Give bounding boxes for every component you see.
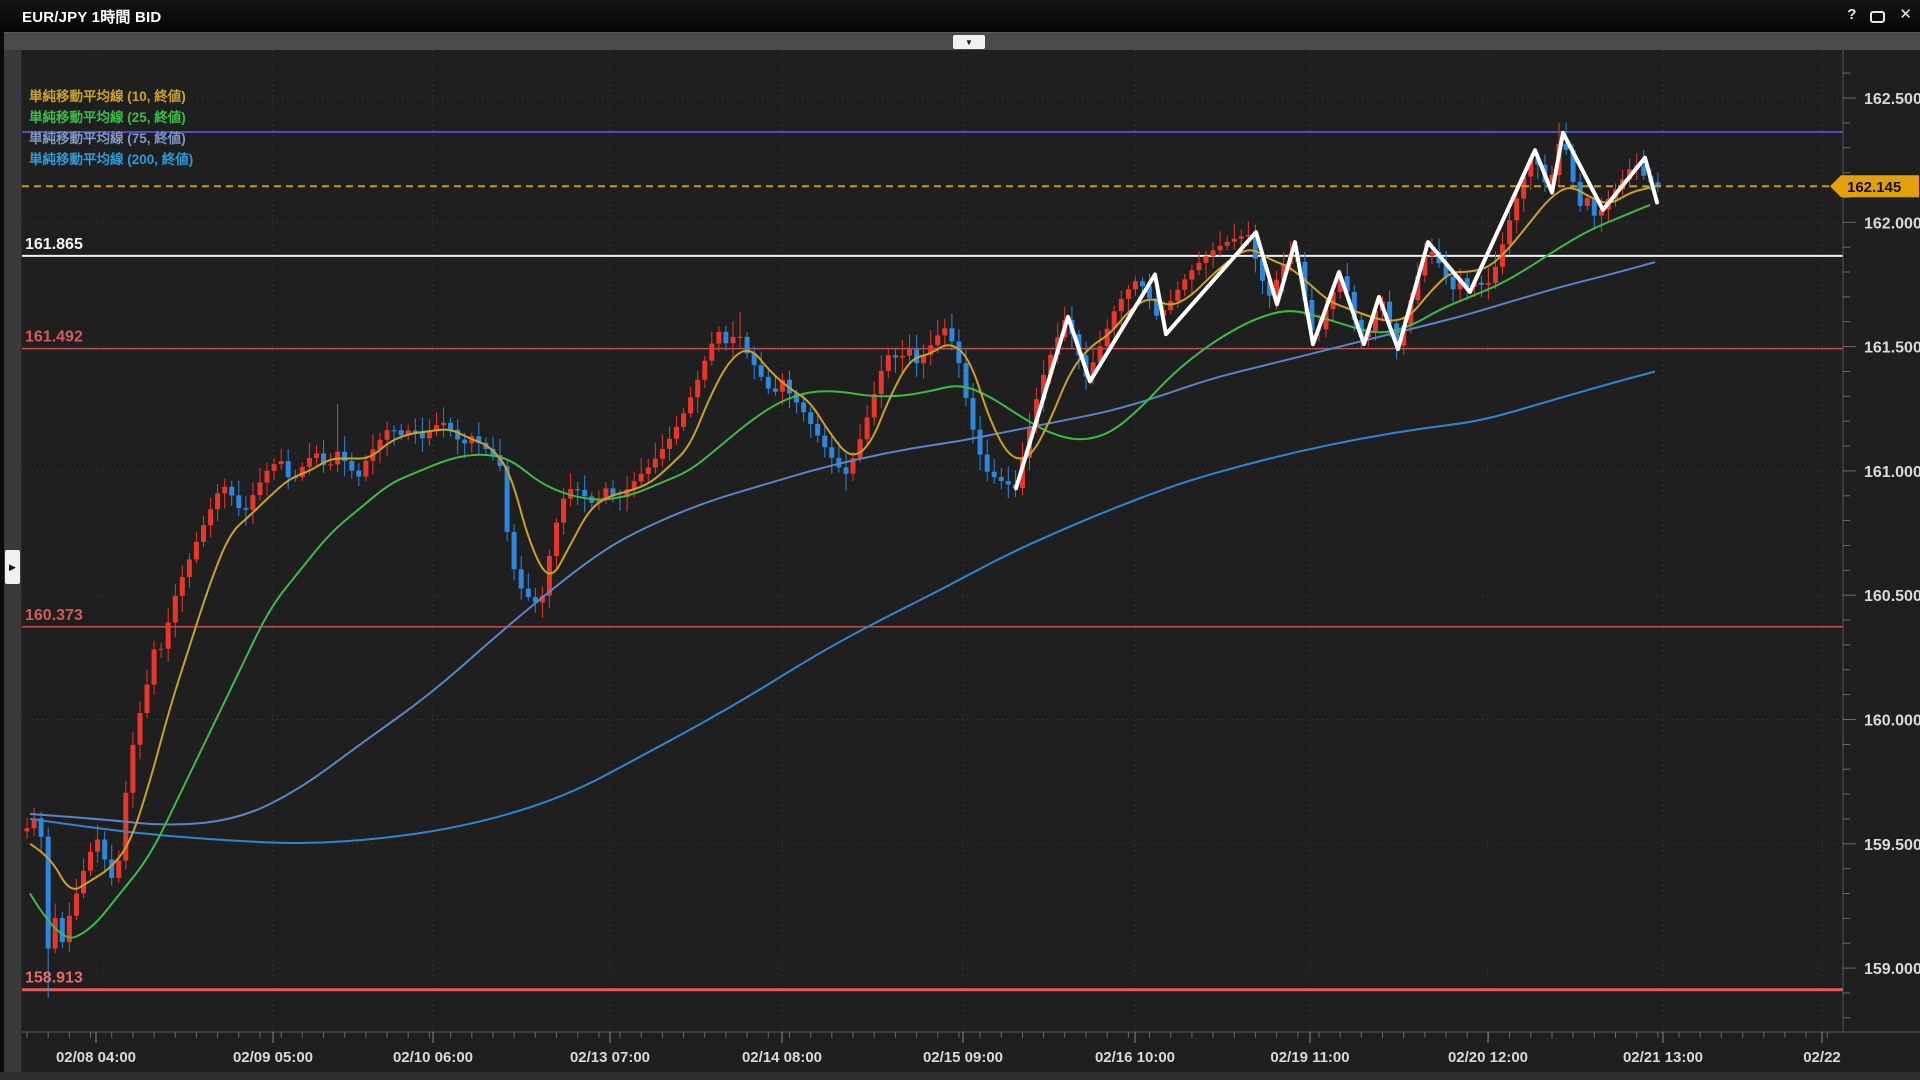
price-line-label: 160.373: [25, 607, 83, 624]
price-line-label: 161.865: [25, 236, 83, 253]
chevron-right-icon: ▶: [9, 561, 16, 572]
zigzag-annotation[interactable]: [1014, 130, 1659, 491]
maximize-icon[interactable]: [1870, 10, 1886, 23]
sma-75-line[interactable]: [29, 261, 1656, 826]
x-axis-label: 02/16 10:00: [1095, 1049, 1175, 1066]
chart-area[interactable]: 161.865 161.492 160.373 158.913 162.500 162.0…: [22, 47, 1920, 1072]
x-axis-label: 02/19 11:00: [1270, 1049, 1349, 1066]
sma-10-line[interactable]: [29, 186, 1651, 890]
close-icon[interactable]: ✕: [1899, 6, 1912, 23]
price-line-label: 158.913: [25, 970, 83, 987]
x-axis-label: 02/10 06:00: [393, 1049, 473, 1066]
price-line-label: 161.492: [25, 329, 83, 346]
x-axis-label: 02/21 13:00: [1623, 1049, 1703, 1066]
y-axis-label: 162.000: [1864, 215, 1920, 232]
x-axis-label: 02/09 05:00: [233, 1049, 313, 1066]
sma-200-line[interactable]: [29, 370, 1656, 844]
y-axis-label: 161.000: [1864, 464, 1920, 481]
y-axis-label: 160.500: [1864, 588, 1920, 605]
x-axis-label: 02/22: [1803, 1049, 1841, 1066]
x-axis-label: 02/15 09:00: [923, 1049, 1003, 1066]
bottom-border: [0, 1072, 1920, 1080]
x-axis-label: 02/08 04:00: [56, 1049, 136, 1066]
panel-expand-button[interactable]: ▶: [5, 550, 20, 584]
chevron-down-icon: ▼: [965, 37, 973, 47]
toolbar-strip: ▼: [4, 32, 1920, 50]
x-axis-label: 02/14 08:00: [742, 1049, 822, 1066]
y-axis-label: 160.000: [1864, 713, 1920, 730]
window-title: EUR/JPY 1時間 BID: [22, 9, 162, 26]
help-icon[interactable]: ?: [1847, 6, 1857, 23]
legend-sma-200[interactable]: 単純移動平均線 (200, 終値): [29, 152, 194, 167]
legend-sma-75[interactable]: 単純移動平均線 (75, 終値): [29, 131, 186, 146]
current-price-badge: [1830, 175, 1919, 198]
price-chart-canvas[interactable]: 161.865 161.492 160.373 158.913 162.500 162.0…: [22, 47, 1920, 1072]
y-axis-label: 161.500: [1864, 340, 1920, 357]
x-axis-label: 02/13 07:00: [570, 1049, 650, 1066]
y-axis-label: 159.500: [1864, 837, 1920, 854]
current-price-value: 162.145: [1847, 179, 1901, 196]
plot-background: [22, 50, 1920, 1072]
legend-sma-10[interactable]: 単純移動平均線 (10, 終値): [29, 89, 186, 104]
indicator-legend: 単純移動平均線 (10, 終値) 単純移動平均線 (25, 終値) 単純移動平均…: [29, 86, 193, 170]
title-bar[interactable]: EUR/JPY 1時間 BID ? ✕: [0, 0, 1920, 32]
left-panel-gutter: ▶: [4, 50, 22, 1072]
legend-sma-25[interactable]: 単純移動平均線 (25, 終値): [29, 110, 186, 125]
y-axis-label: 159.000: [1864, 961, 1920, 978]
x-axis-label: 02/20 12:00: [1448, 1049, 1528, 1066]
toolbar-collapse-button[interactable]: ▼: [953, 35, 985, 49]
y-axis-label: 162.500: [1864, 91, 1920, 108]
